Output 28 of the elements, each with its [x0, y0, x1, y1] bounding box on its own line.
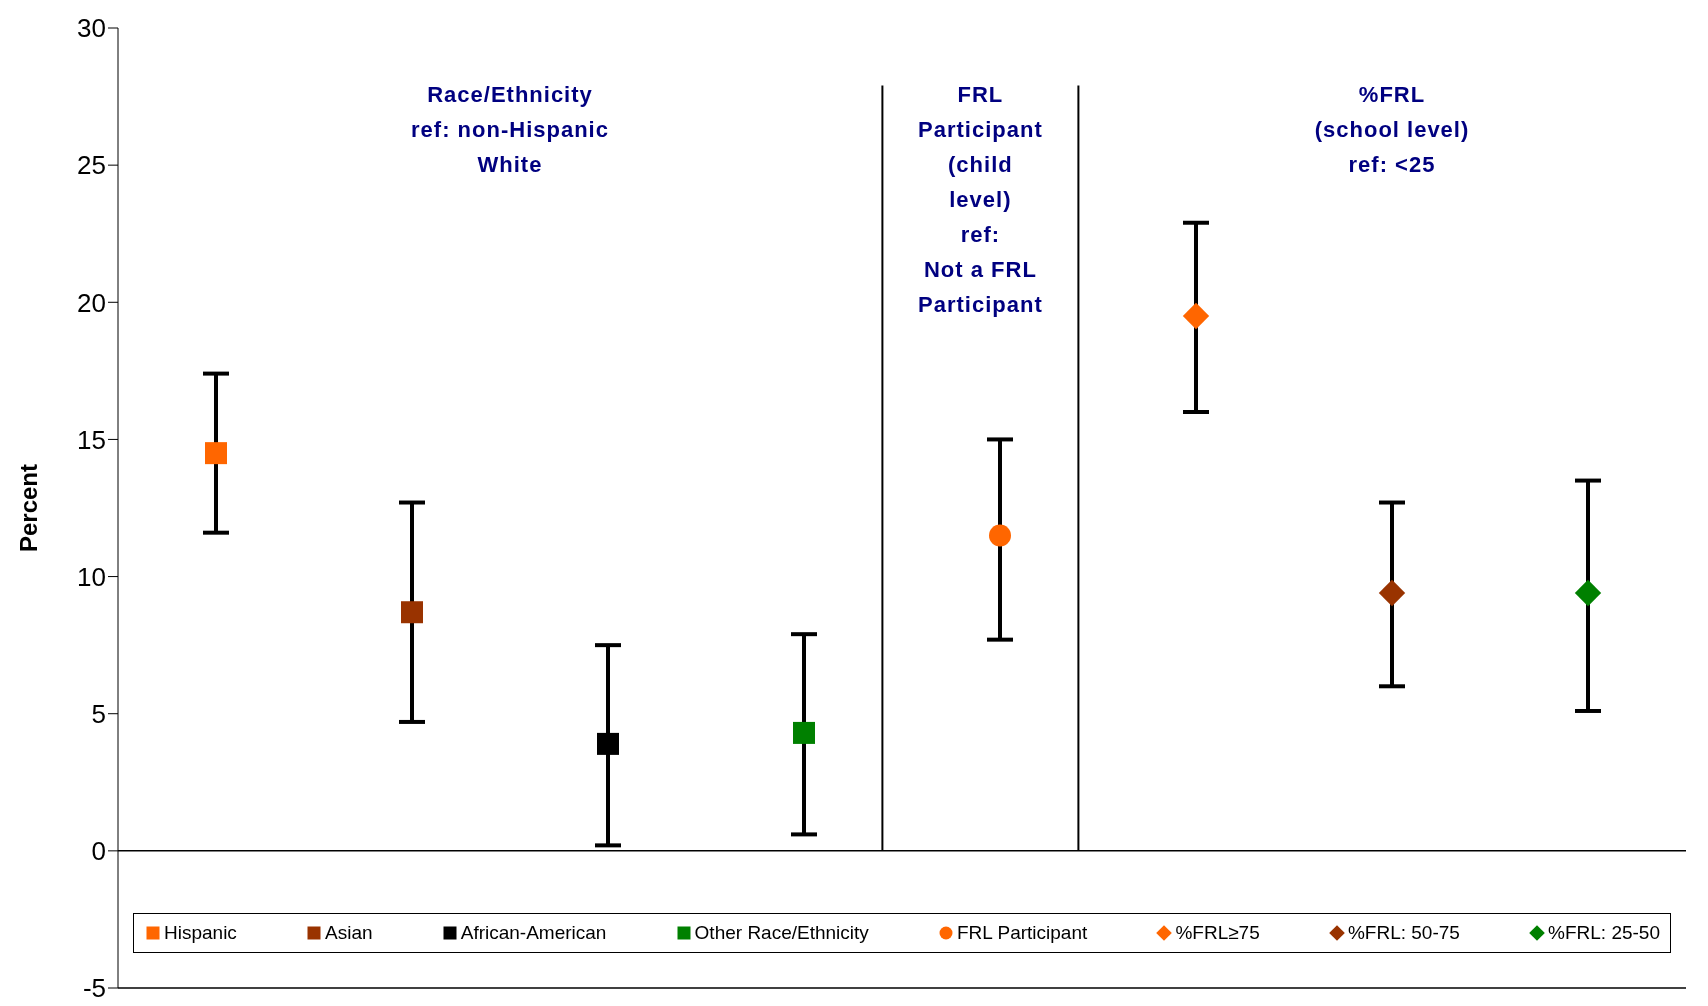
- y-tick-label: 20: [77, 287, 106, 318]
- point: [597, 732, 619, 755]
- legend-label: Asian: [325, 922, 373, 944]
- point: [793, 721, 815, 744]
- y-tick-label: 5: [91, 698, 106, 729]
- legend-label: Hispanic: [164, 922, 237, 944]
- legend-label: %FRL: 25-50: [1548, 922, 1660, 944]
- legend-label: African-American: [460, 922, 607, 944]
- point: [401, 601, 423, 624]
- point: [1378, 579, 1406, 607]
- legend-label: %FRL: 50-75: [1347, 922, 1460, 944]
- y-tick-label: 0: [91, 836, 106, 867]
- y-tick-label: -5: [82, 973, 106, 1004]
- y-tick-label: 15: [77, 424, 106, 455]
- y-tick-label: 30: [77, 13, 106, 44]
- point: [1182, 302, 1210, 330]
- legend-label: Other Race/Ethnicity: [694, 922, 869, 944]
- y-axis-title: Percent: [14, 463, 42, 553]
- y-tick-label: 10: [77, 561, 106, 592]
- annotation: FRL Participant (child level) ref: Not a FRL Participant: [917, 81, 1044, 320]
- legend-label: %FRL≥75: [1175, 922, 1260, 944]
- legend-label: FRL Participant: [957, 922, 1088, 944]
- point: [1574, 579, 1602, 607]
- y-tick-label: 25: [77, 150, 106, 181]
- point: [205, 442, 227, 465]
- annotation: %FRL (school level) ref: <25: [1313, 81, 1471, 180]
- annotation: Race/Ethnicity ref: non-Hispanic White: [410, 81, 610, 180]
- point: [989, 524, 1011, 547]
